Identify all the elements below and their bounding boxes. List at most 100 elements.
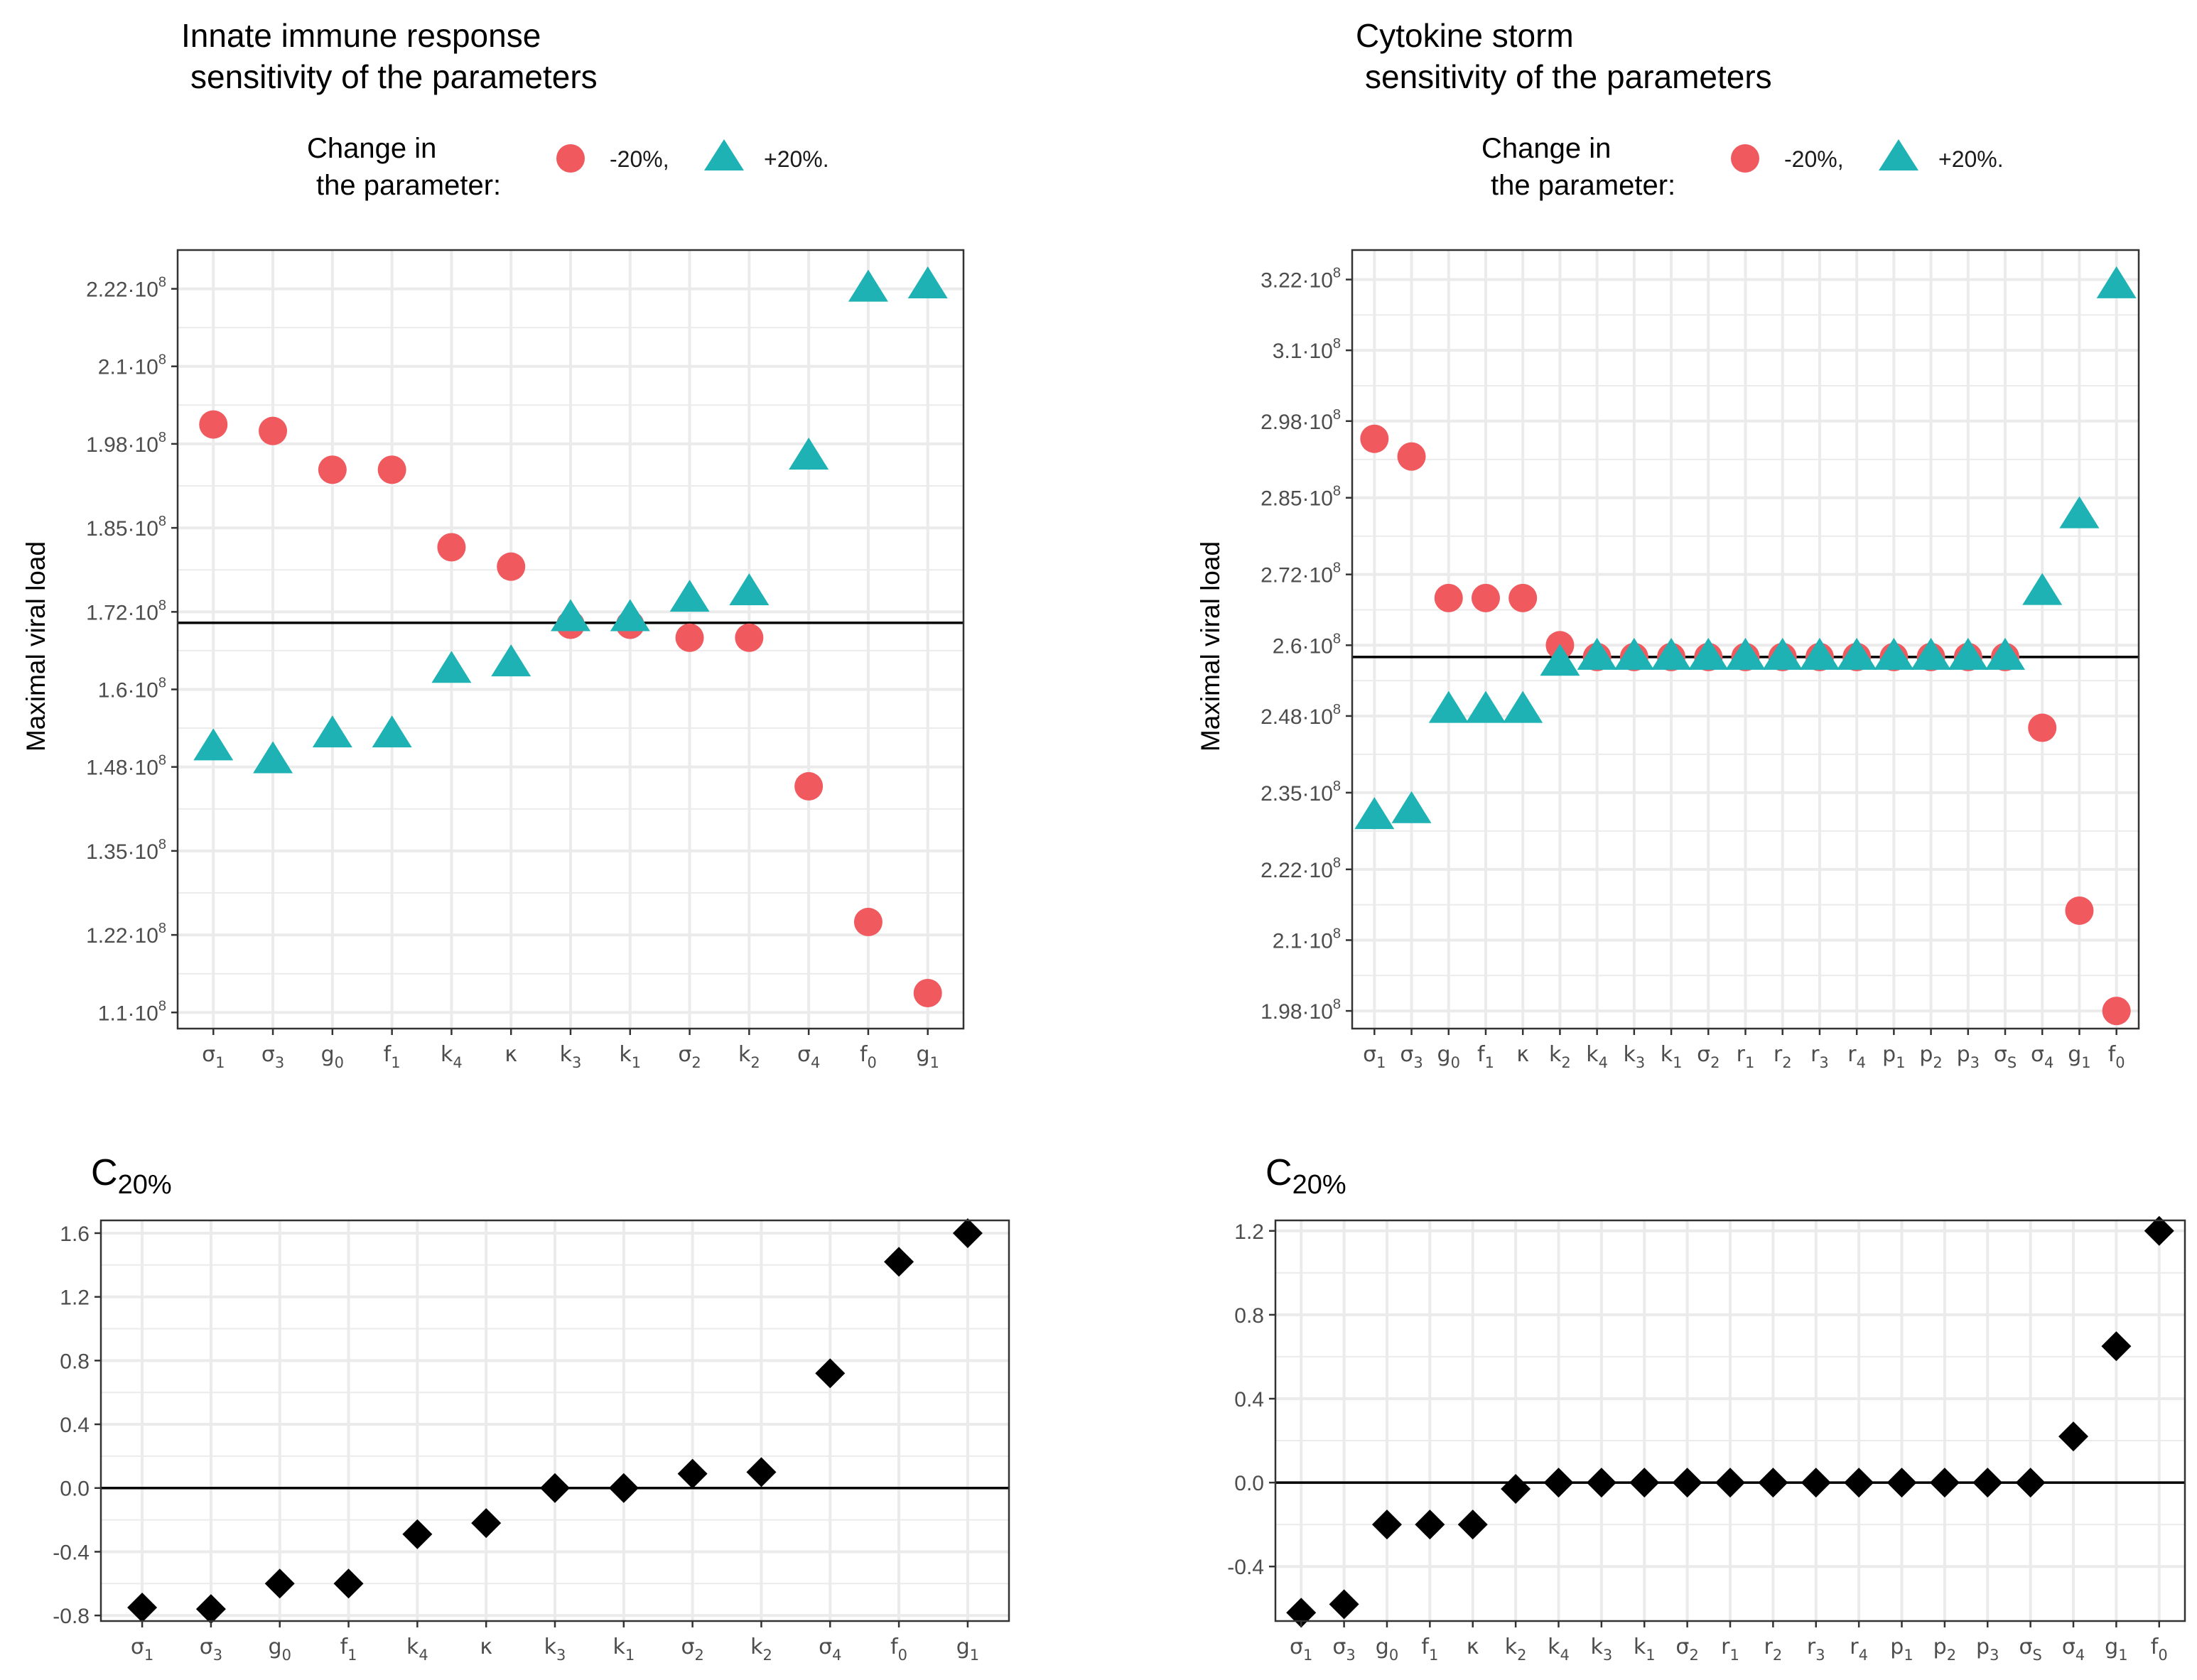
cytokine-title-line1: Cytokine storm <box>1356 17 1574 54</box>
x-tick-label: p1 <box>1890 1635 1913 1664</box>
y-tick-label: 0.0 <box>1234 1472 1264 1495</box>
point-plus20 <box>1391 791 1432 823</box>
y-tick-mantissa: 2.1·10 <box>1273 929 1333 953</box>
point-plus20 <box>789 438 829 470</box>
x-tick-subscript: 1 <box>1485 1054 1494 1071</box>
y-tick-exponent: 8 <box>1333 855 1341 871</box>
point-minus20 <box>497 552 526 581</box>
point-c20 <box>1501 1473 1531 1504</box>
x-tick-symbol: σ <box>1400 1042 1413 1067</box>
x-tick-label: k3 <box>544 1635 566 1664</box>
y-tick-label: 2.72·108 <box>1261 560 1341 587</box>
x-tick-subscript: 0 <box>868 1054 877 1071</box>
point-c20 <box>1457 1510 1488 1540</box>
x-tick-label: k4 <box>441 1042 463 1071</box>
x-tick-label: k4 <box>406 1635 428 1664</box>
x-tick-symbol: f <box>890 1635 899 1659</box>
cytokine-c20-title: C20% <box>1265 1152 1346 1200</box>
y-tick-label: 1.2 <box>60 1286 90 1310</box>
point-plus20 <box>312 715 352 748</box>
x-tick-symbol: k <box>1586 1042 1599 1067</box>
point-plus20 <box>1354 797 1395 830</box>
point-plus20 <box>1911 637 1951 670</box>
x-tick-subscript: 4 <box>1857 1054 1866 1071</box>
y-tick-label: 2.48·108 <box>1261 702 1341 729</box>
legend-plus-label: +20%. <box>1938 146 2004 172</box>
y-tick-exponent: 8 <box>1333 997 1341 1012</box>
point-minus20 <box>318 455 347 484</box>
x-tick-symbol: p <box>1957 1042 1970 1067</box>
point-plus20 <box>253 741 293 774</box>
y-tick-label: 1.72·108 <box>86 597 166 624</box>
point-c20 <box>1801 1468 1831 1498</box>
y-tick-mantissa: 1.1·10 <box>98 1002 158 1025</box>
x-tick-label: g1 <box>2105 1635 2127 1664</box>
x-tick-symbol: r <box>1721 1635 1730 1659</box>
x-tick-symbol: g <box>2105 1635 2118 1659</box>
x-tick-label: k2 <box>1549 1042 1571 1071</box>
x-tick-label: σ4 <box>797 1042 820 1071</box>
y-tick-label: 1.2 <box>1234 1220 1264 1244</box>
x-tick-label: r2 <box>1764 1635 1783 1664</box>
point-c20 <box>1286 1598 1317 1628</box>
point-minus20 <box>853 907 882 936</box>
y-tick-label: 0.4 <box>60 1414 90 1437</box>
x-tick-subscript: 3 <box>1636 1054 1645 1071</box>
panel-innate-c20: C20% -0.8-0.40.00.40.81.21.6σ1 σ3 g0 f1 k4 κ k… <box>53 1152 1010 1664</box>
point-c20 <box>1929 1468 1960 1498</box>
point-c20 <box>2144 1215 2174 1246</box>
point-c20 <box>1758 1468 1788 1498</box>
x-tick-label: κ <box>480 1635 492 1659</box>
x-tick-symbol: σ <box>678 1042 691 1067</box>
y-tick-label: 0.0 <box>60 1478 90 1501</box>
y-tick-exponent: 8 <box>158 837 166 852</box>
point-plus20 <box>669 580 710 612</box>
x-tick-label: r2 <box>1774 1042 1792 1071</box>
x-tick-symbol: k <box>1623 1042 1636 1067</box>
y-tick-exponent: 8 <box>158 597 166 613</box>
x-tick-subscript: 4 <box>419 1647 428 1664</box>
x-tick-label: p2 <box>1933 1635 1956 1664</box>
cytokine-c20-plot: -0.40.00.40.81.2σ1 σ3 g0 f1 κ k2 k4 k3 k1 σ2 r1 r2 r… <box>1227 1215 2186 1664</box>
point-minus20 <box>735 623 764 652</box>
x-tick-label: σ2 <box>1697 1042 1720 1071</box>
x-tick-label: p3 <box>1957 1042 1980 1071</box>
y-tick-mantissa: 2.35·10 <box>1261 782 1333 806</box>
x-tick-subscript: 3 <box>1603 1647 1612 1664</box>
point-plus20 <box>491 644 531 677</box>
y-tick-label: 1.98·108 <box>1261 997 1341 1024</box>
x-tick-symbol: g <box>1437 1042 1451 1067</box>
x-tick-symbol: σ <box>797 1042 811 1067</box>
point-c20 <box>1329 1589 1359 1620</box>
x-tick-symbol: r <box>1764 1635 1774 1659</box>
x-tick-label: σS <box>1994 1042 2017 1071</box>
x-tick-symbol: σ <box>681 1635 694 1659</box>
y-tick-mantissa: 2.98·10 <box>1261 411 1333 434</box>
point-c20 <box>1543 1468 1574 1498</box>
x-tick-symbol: g <box>321 1042 335 1067</box>
point-plus20 <box>848 269 888 302</box>
x-tick-subscript: 1 <box>347 1647 357 1664</box>
x-tick-subscript: 2 <box>750 1054 760 1071</box>
x-tick-subscript: 2 <box>762 1647 772 1664</box>
x-tick-label: g0 <box>1376 1635 1398 1664</box>
point-c20 <box>127 1592 158 1622</box>
x-tick-symbol: σ <box>202 1042 215 1067</box>
x-tick-symbol: σ <box>1363 1042 1376 1067</box>
cytokine-y-axis-label: Maximal viral load <box>1196 541 1225 752</box>
point-plus20 <box>193 728 234 761</box>
x-tick-label: p2 <box>1919 1042 1942 1071</box>
x-tick-symbol: k <box>544 1635 557 1659</box>
y-tick-exponent: 8 <box>158 430 166 445</box>
x-tick-subscript: 1 <box>1896 1054 1905 1071</box>
point-plus20 <box>907 266 948 299</box>
x-tick-label: r1 <box>1737 1042 1755 1071</box>
x-tick-label: g1 <box>917 1042 939 1071</box>
cytokine-legend: Change in the parameter: -20%, +20%. <box>1481 133 2004 201</box>
x-tick-subscript: 1 <box>970 1647 979 1664</box>
x-tick-label: σ4 <box>2062 1635 2085 1664</box>
x-tick-symbol: σ <box>2062 1635 2075 1659</box>
x-tick-symbol: σ <box>819 1635 832 1659</box>
innate-c20-title: C20% <box>91 1152 172 1200</box>
y-tick-label: 1.35·108 <box>86 837 166 864</box>
